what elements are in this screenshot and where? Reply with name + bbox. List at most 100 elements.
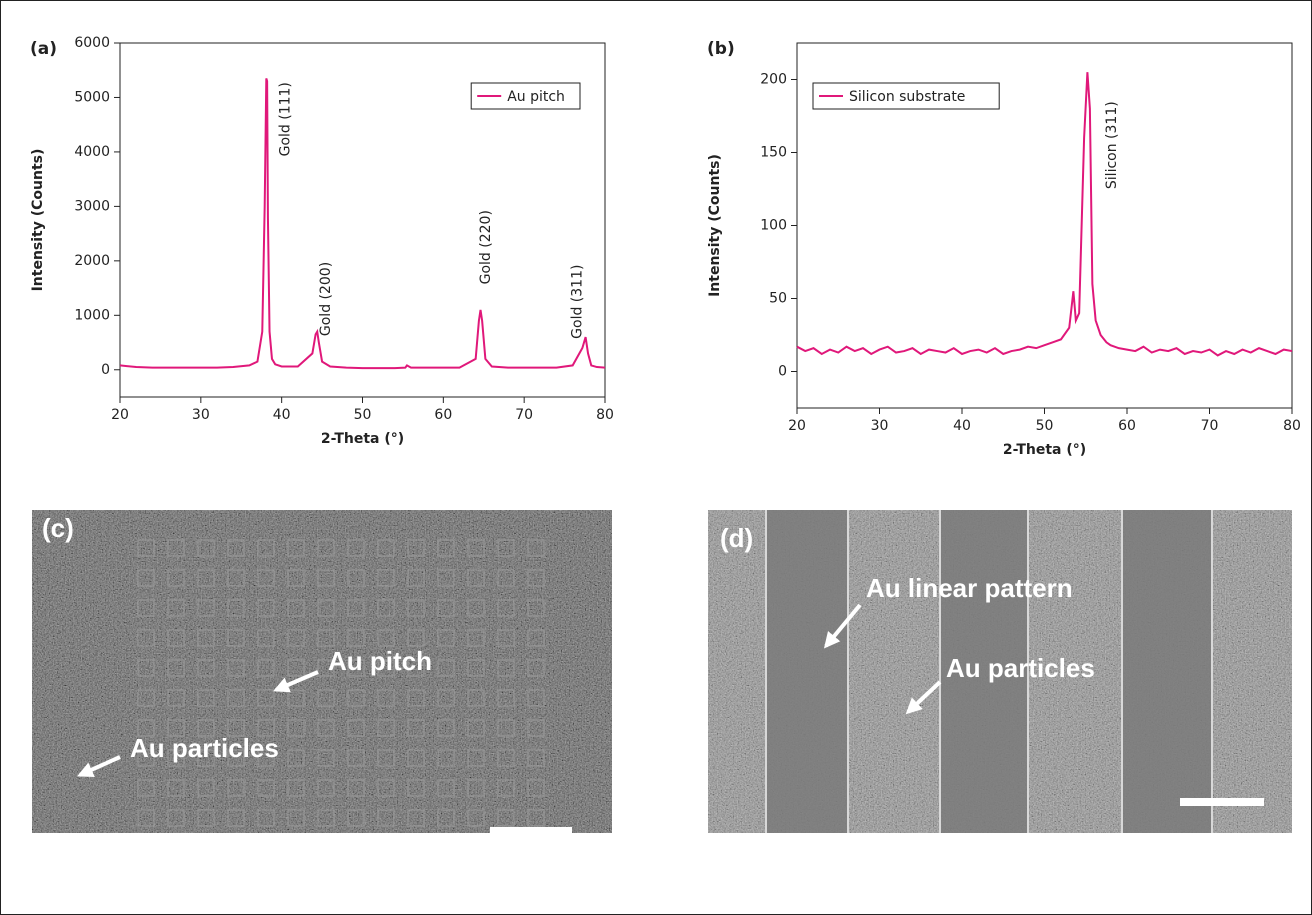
- pattern-square: [497, 659, 515, 677]
- pattern-square: [287, 809, 305, 827]
- pattern-square: [227, 659, 245, 677]
- y-tick-label: 4000: [74, 144, 110, 160]
- pattern-square: [497, 689, 515, 707]
- legend-label: Au pitch: [507, 89, 565, 105]
- x-tick-label: 30: [871, 418, 889, 434]
- pattern-square: [287, 539, 305, 557]
- pattern-square: [257, 629, 275, 647]
- pattern-square: [197, 689, 215, 707]
- pattern-square: [317, 689, 335, 707]
- y-tick-label: 0: [778, 364, 787, 380]
- pattern-square: [287, 719, 305, 737]
- image-annotation: Au particles: [946, 653, 1095, 683]
- pattern-square: [137, 749, 155, 767]
- pattern-square: [137, 689, 155, 707]
- pattern-square: [497, 719, 515, 737]
- pattern-square: [167, 569, 185, 587]
- peak-annotation: Gold (111): [278, 82, 294, 156]
- x-axis-label: 2-Theta (°): [1003, 442, 1086, 458]
- pattern-square: [407, 659, 425, 677]
- pattern-square: [407, 539, 425, 557]
- pattern-square: [317, 659, 335, 677]
- pattern-square: [257, 659, 275, 677]
- pattern-square: [197, 539, 215, 557]
- x-tick-label: 50: [354, 407, 372, 423]
- pattern-square: [467, 749, 485, 767]
- y-tick-label: 150: [760, 145, 787, 161]
- pattern-square: [137, 569, 155, 587]
- legend-label: Silicon substrate: [849, 89, 965, 105]
- pattern-square: [227, 719, 245, 737]
- pattern-square: [377, 779, 395, 797]
- pattern-square: [317, 779, 335, 797]
- pattern-square: [197, 809, 215, 827]
- pattern-square: [407, 719, 425, 737]
- pattern-square: [317, 629, 335, 647]
- pattern-square: [437, 809, 455, 827]
- pattern-square: [257, 569, 275, 587]
- pattern-square: [167, 629, 185, 647]
- y-tick-label: 2000: [74, 253, 110, 269]
- y-tick-label: 200: [760, 72, 787, 88]
- y-tick-label: 6000: [74, 35, 110, 51]
- pattern-square: [437, 659, 455, 677]
- x-tick-label: 80: [596, 407, 614, 423]
- pattern-square: [257, 689, 275, 707]
- pattern-square: [497, 779, 515, 797]
- pattern-square: [377, 749, 395, 767]
- pattern-square: [227, 629, 245, 647]
- pattern-square: [137, 809, 155, 827]
- x-tick-label: 70: [515, 407, 533, 423]
- pattern-square: [527, 689, 545, 707]
- pattern-square: [377, 809, 395, 827]
- y-tick-label: 1000: [74, 307, 110, 323]
- pattern-square: [377, 689, 395, 707]
- pattern-square: [437, 719, 455, 737]
- pattern-square: [167, 809, 185, 827]
- pattern-square: [377, 659, 395, 677]
- y-axis-label: Intensity (Counts): [30, 149, 46, 292]
- pattern-square: [437, 689, 455, 707]
- y-axis-label: Intensity (Counts): [707, 154, 723, 297]
- x-tick-label: 40: [273, 407, 291, 423]
- pattern-square: [527, 629, 545, 647]
- image-annotation: Au particles: [130, 733, 279, 763]
- pattern-square: [437, 569, 455, 587]
- pattern-square: [197, 749, 215, 767]
- x-tick-label: 60: [434, 407, 452, 423]
- pattern-square: [257, 809, 275, 827]
- pattern-square: [347, 569, 365, 587]
- pattern-square: [227, 809, 245, 827]
- pattern-square: [167, 779, 185, 797]
- pattern-square: [137, 629, 155, 647]
- pattern-square: [257, 599, 275, 617]
- pattern-square: [437, 749, 455, 767]
- pattern-square: [347, 629, 365, 647]
- pattern-square: [497, 749, 515, 767]
- pattern-square: [137, 599, 155, 617]
- peak-annotation: Gold (220): [478, 210, 494, 284]
- pattern-square: [167, 689, 185, 707]
- pattern-square: [527, 599, 545, 617]
- pattern-square: [317, 749, 335, 767]
- pattern-square: [497, 629, 515, 647]
- x-tick-label: 20: [111, 407, 129, 423]
- pattern-square: [527, 749, 545, 767]
- pattern-square: [137, 539, 155, 557]
- pattern-square: [467, 779, 485, 797]
- x-tick-label: 80: [1283, 418, 1301, 434]
- peak-annotation: Gold (200): [318, 262, 334, 336]
- x-tick-label: 40: [953, 418, 971, 434]
- pattern-square: [467, 719, 485, 737]
- pattern-square: [197, 719, 215, 737]
- pattern-square: [287, 569, 305, 587]
- pattern-square: [257, 779, 275, 797]
- panel-label: (c): [42, 513, 74, 543]
- x-tick-label: 50: [1036, 418, 1054, 434]
- pattern-square: [287, 779, 305, 797]
- pattern-square: [407, 749, 425, 767]
- pattern-square: [347, 749, 365, 767]
- pattern-square: [407, 689, 425, 707]
- pattern-square: [527, 779, 545, 797]
- pattern-square: [167, 659, 185, 677]
